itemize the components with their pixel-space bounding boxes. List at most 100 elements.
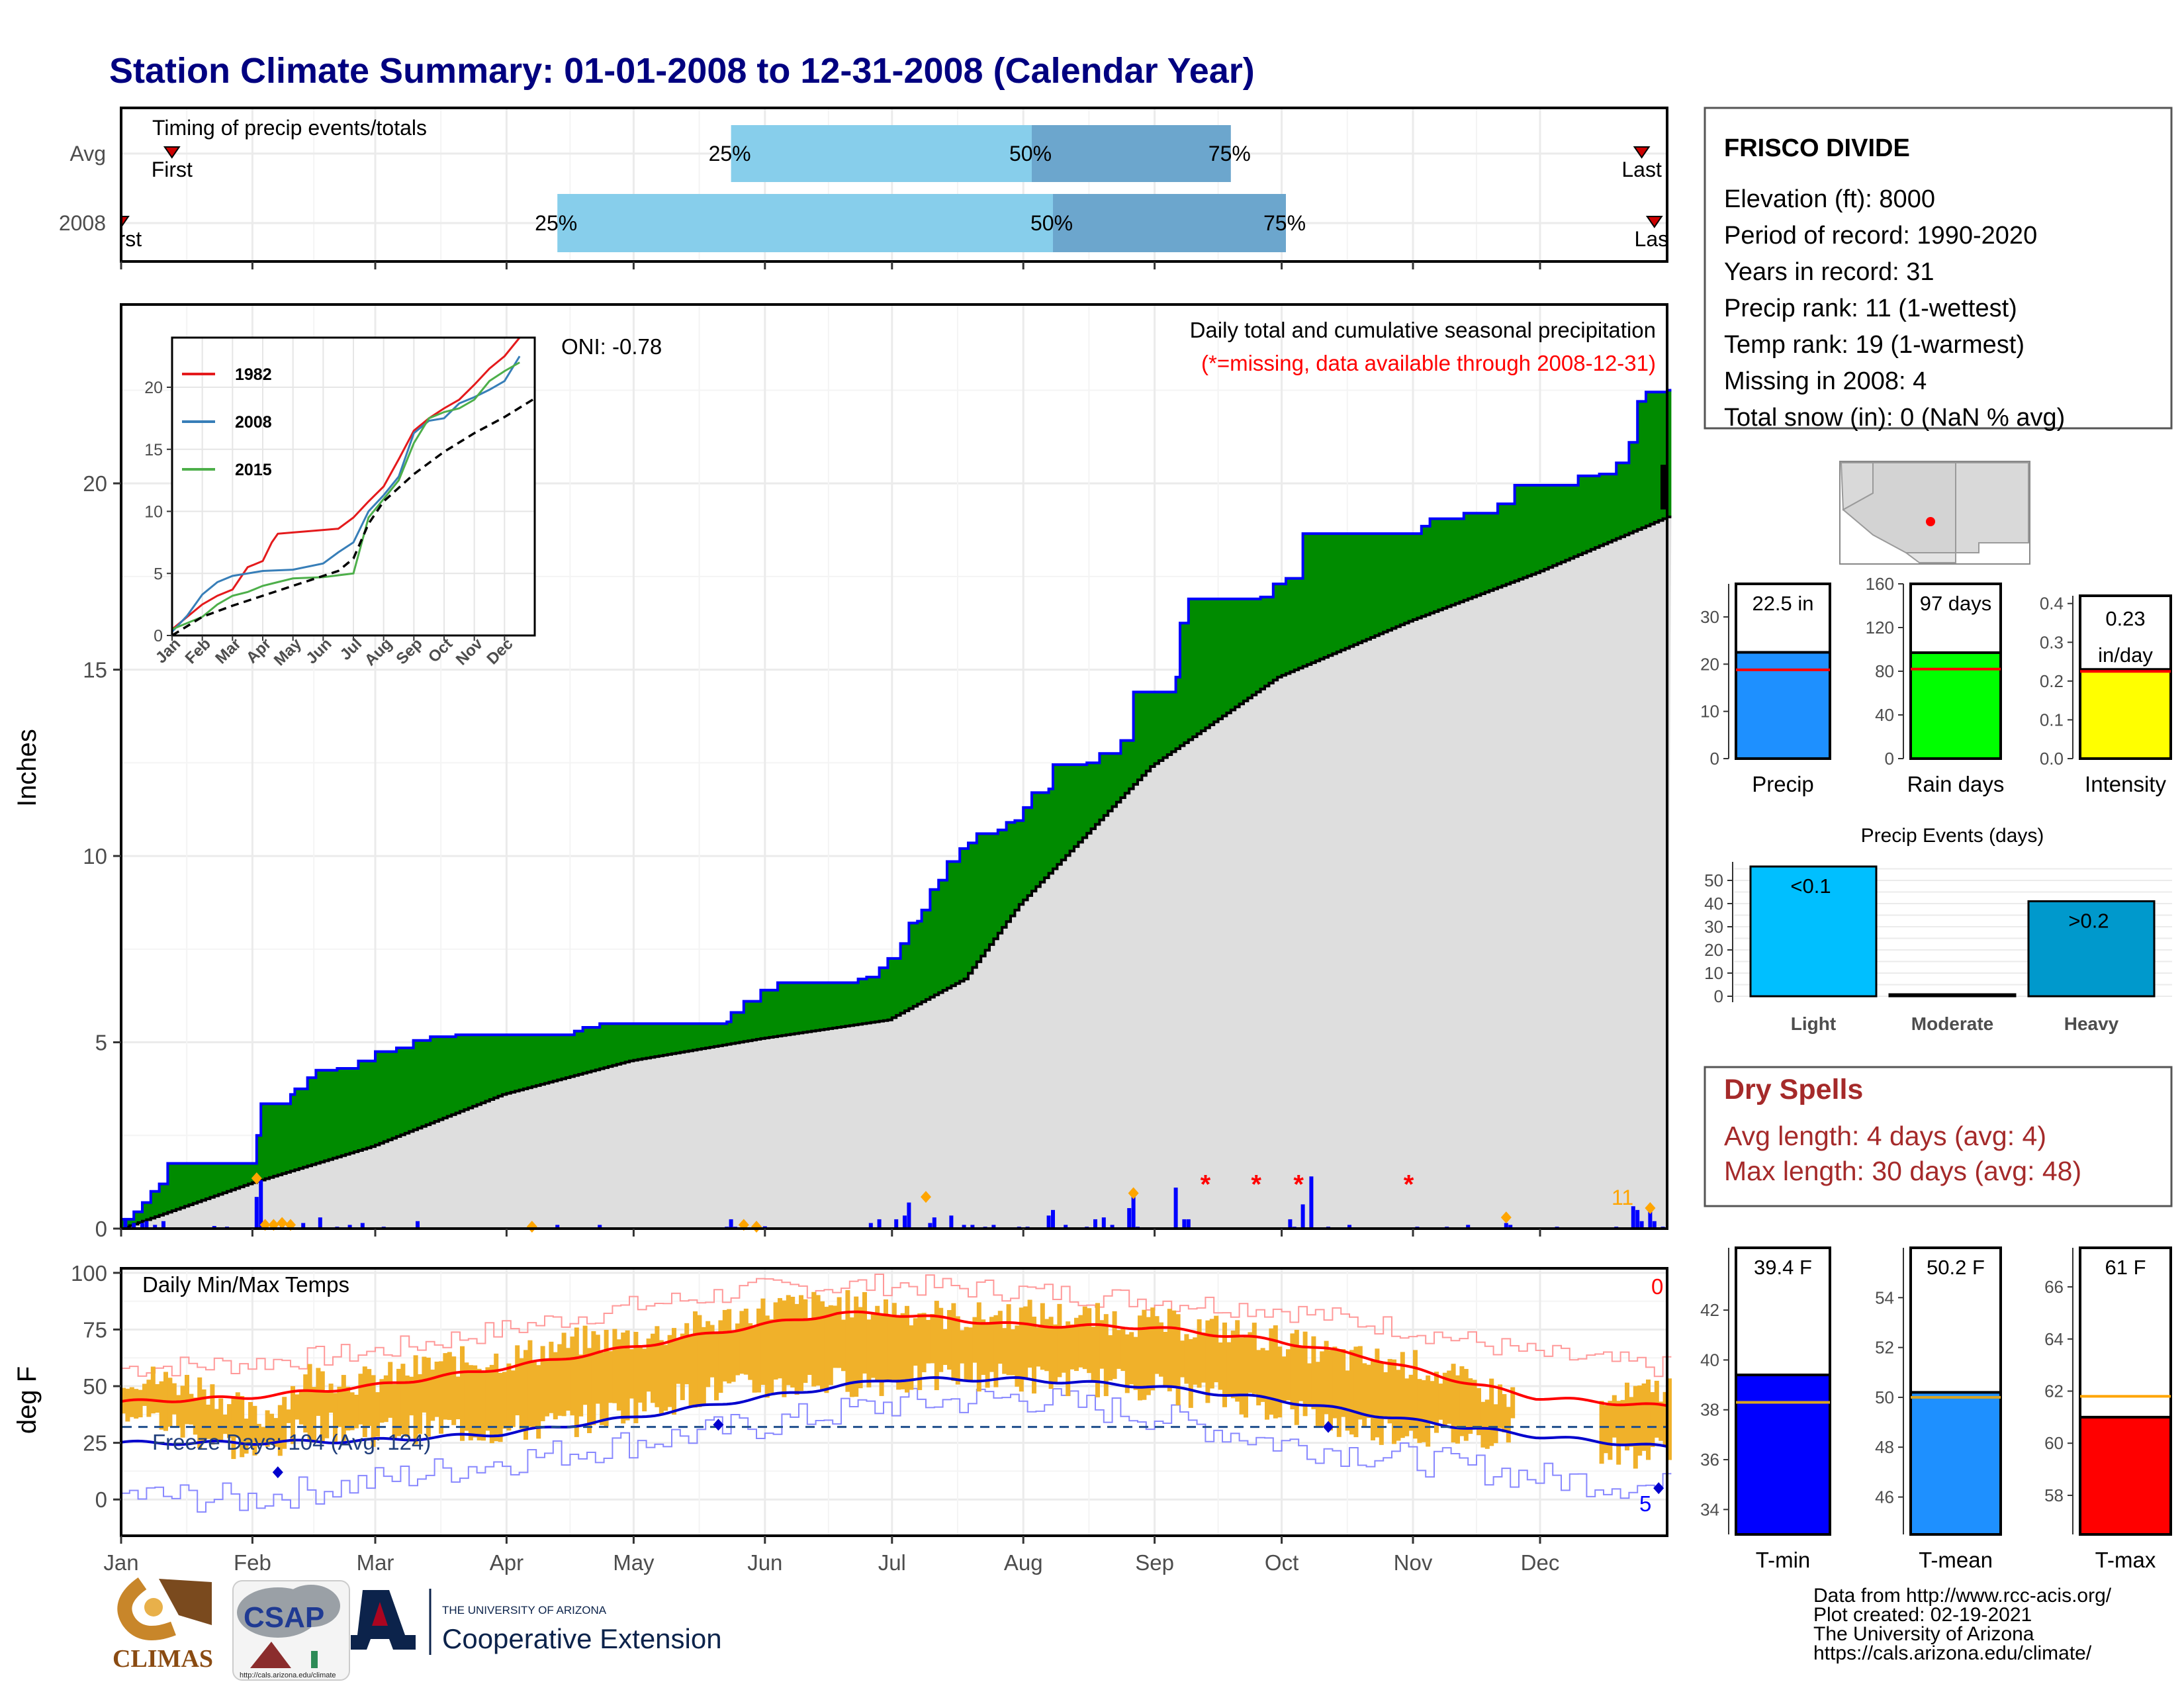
daily-temp-range-bar (439, 1361, 443, 1434)
daily-temp-range-bar (531, 1360, 537, 1429)
events-ytick-label: 10 (1704, 963, 1723, 983)
daily-temp-range-bar (667, 1335, 672, 1407)
daily-temp-range-bar (1180, 1340, 1185, 1378)
daily-temp-range-bar (235, 1392, 240, 1438)
daily-temp-range-bar (655, 1326, 660, 1407)
daily-temp-range-bar (481, 1371, 486, 1441)
daily-temp-range-bar (1175, 1314, 1181, 1405)
daily-temp-range-bar (896, 1317, 901, 1390)
daily-temp-range-bar (354, 1395, 359, 1429)
footer-line-url: https://cals.arizona.edu/climate/ (1813, 1642, 2092, 1664)
daily-temp-range-bar (312, 1387, 316, 1443)
daily-temp-range-bar (477, 1368, 482, 1440)
daily-temp-range-bar (1442, 1372, 1447, 1426)
temp-marker (1323, 1421, 1334, 1433)
daily-temp-range-bar (358, 1374, 363, 1425)
events-ytick-label: 20 (1704, 940, 1723, 960)
event-marker (1128, 1187, 1139, 1199)
small-bar-ytick-label: 160 (1866, 574, 1894, 594)
small-bar-ytick-label: 0 (1710, 749, 1719, 769)
daily-temp-range-bar (604, 1329, 609, 1427)
daily-temp-range-bar (1061, 1327, 1066, 1373)
timing-quantile-label: 25% (535, 211, 577, 235)
daily-temp-range-bar (1426, 1375, 1431, 1447)
daily-temp-range-bar (942, 1329, 948, 1365)
ua-big-text: Cooperative Extension (442, 1623, 722, 1654)
temp-xtick-label: Mar (357, 1550, 394, 1575)
daily-temp-range-bar (1421, 1380, 1426, 1442)
daily-temp-range-bar (291, 1385, 295, 1444)
daily-temp-range-bar (1599, 1401, 1604, 1464)
daily-temp-range-bar (833, 1305, 838, 1368)
daily-temp-range-bar (1214, 1315, 1219, 1383)
small-bar-ytick-label: 54 (1875, 1288, 1894, 1307)
daily-temp-range-bar (1315, 1362, 1320, 1427)
daily-temp-range-bar (659, 1340, 664, 1414)
daily-temp-range-bar (794, 1303, 799, 1395)
daily-temp-range-bar (663, 1344, 668, 1411)
daily-temp-range-bar (1154, 1316, 1160, 1374)
daily-temp-range-bar (1604, 1405, 1608, 1454)
daily-temp-range-bar (1159, 1322, 1163, 1377)
daily-temp-range-bar (926, 1319, 931, 1364)
daily-temp-range-bar (646, 1338, 651, 1392)
daily-temp-range-bar (981, 1319, 986, 1376)
daily-precip-bar (1300, 1204, 1305, 1229)
footer-line-univ: The University of Arizona (1813, 1623, 2034, 1645)
freeze-label: Freeze Days: 104 (Avg: 124) (152, 1430, 431, 1454)
daily-temp-range-bar (1193, 1337, 1198, 1385)
daily-temp-range-bar (807, 1318, 812, 1376)
daily-temp-range-bar (1269, 1328, 1274, 1415)
daily-temp-range-bar (841, 1319, 846, 1372)
daily-precip-bar (877, 1219, 882, 1229)
daily-temp-range-bar (651, 1333, 655, 1403)
daily-temp-range-bar (722, 1309, 727, 1382)
first-event-label: First (152, 158, 193, 181)
daily-temp-range-bar (1375, 1348, 1380, 1438)
daily-temp-range-bar (1069, 1324, 1075, 1370)
daily-temp-range-bar (455, 1376, 461, 1420)
daily-temp-range-bar (1091, 1327, 1096, 1382)
daily-temp-range-bar (1459, 1366, 1465, 1436)
daily-temp-range-bar (1468, 1378, 1473, 1434)
daily-temp-range-bar (680, 1333, 685, 1401)
daily-temp-range-bar (1120, 1329, 1126, 1372)
daily-temp-range-bar (197, 1377, 203, 1448)
daily-temp-range-bar (799, 1295, 803, 1391)
cum-ytick-label: 15 (83, 658, 107, 682)
inset-legend-label: 2008 (235, 413, 272, 432)
small-bar-value (1735, 651, 1831, 761)
timing-panel: 25% 50% 75% First Last 25% 50% 75% First Last Tim… (59, 107, 1668, 269)
daily-temp-range-bar (905, 1305, 909, 1393)
daily-temp-range-bar (1260, 1348, 1265, 1402)
daily-temp-range-bar (155, 1383, 160, 1413)
daily-temp-range-bar (1608, 1401, 1613, 1460)
record-min-line (121, 1387, 1672, 1513)
daily-temp-range-bar (748, 1323, 753, 1380)
events-ytick-label: 50 (1704, 870, 1723, 890)
daily-temp-range-bar (1371, 1360, 1375, 1440)
daily-temp-range-bar (642, 1348, 647, 1412)
daily-temp-range-bar (815, 1295, 821, 1386)
daily-temp-range-bar (1455, 1375, 1460, 1444)
daily-temp-range-bar (1281, 1356, 1287, 1403)
daily-temp-range-bar (371, 1375, 376, 1447)
daily-temp-range-bar (947, 1310, 952, 1370)
small-bar-value-label-unit: in/day (2098, 643, 2153, 667)
daily-precip-bar (259, 1180, 263, 1229)
daily-temp-range-bar (1248, 1332, 1253, 1393)
daily-temp-range-bar (684, 1323, 690, 1385)
daily-temp-range-bar (697, 1315, 702, 1407)
daily-temp-range-bar (1654, 1380, 1659, 1438)
daily-temp-range-bar (693, 1311, 698, 1408)
daily-temp-range-bar (134, 1389, 139, 1419)
climas-logo-text: CLIMAS (113, 1645, 213, 1673)
daily-precip-bar (140, 1223, 144, 1229)
daily-temp-range-bar (1163, 1331, 1168, 1385)
daily-temp-range-bar (1150, 1307, 1156, 1391)
daily-temp-range-bar (621, 1332, 626, 1424)
inset-legend-label: 2015 (235, 461, 272, 479)
daily-temp-range-bar (782, 1300, 787, 1397)
daily-temp-range-bar (1307, 1363, 1312, 1405)
daily-temp-range-bar (1205, 1320, 1210, 1403)
